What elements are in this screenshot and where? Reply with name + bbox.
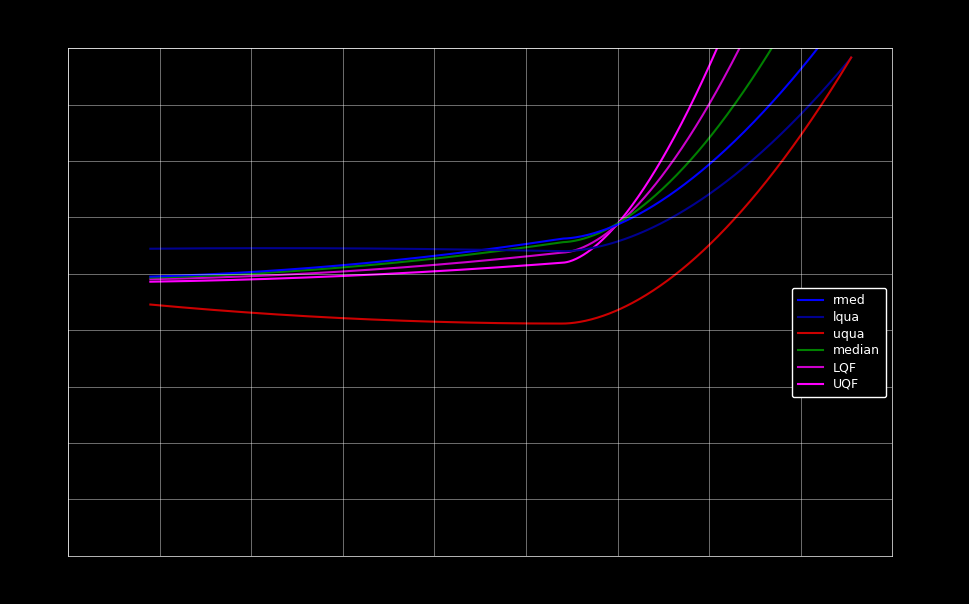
lqua	[268, 245, 280, 252]
median	[461, 251, 473, 259]
LQF	[557, 249, 569, 256]
LQF	[268, 272, 280, 279]
rmed	[845, 0, 857, 7]
rmed	[672, 185, 683, 193]
UQF	[461, 266, 473, 273]
UQF	[268, 275, 280, 282]
median	[672, 170, 683, 177]
median	[325, 265, 336, 272]
uqua	[672, 268, 684, 275]
Line: lqua: lqua	[150, 58, 851, 251]
uqua	[325, 314, 336, 321]
uqua	[613, 306, 625, 313]
UQF	[144, 278, 156, 285]
LQF	[611, 220, 623, 228]
uqua	[144, 301, 156, 308]
UQF	[672, 126, 683, 133]
uqua	[556, 320, 568, 327]
Line: rmed: rmed	[150, 4, 851, 277]
Legend: rmed, lqua, uqua, median, LQF, UQF: rmed, lqua, uqua, median, LQF, UQF	[791, 288, 886, 397]
Line: UQF: UQF	[150, 0, 851, 281]
lqua	[672, 210, 684, 217]
UQF	[557, 259, 569, 266]
rmed	[461, 248, 473, 255]
rmed	[611, 220, 623, 228]
UQF	[325, 273, 336, 280]
LQF	[461, 259, 473, 266]
uqua	[558, 320, 570, 327]
median	[144, 274, 156, 281]
rmed	[557, 235, 569, 242]
uqua	[461, 319, 473, 326]
LQF	[672, 150, 683, 157]
lqua	[325, 245, 336, 252]
median	[268, 269, 280, 276]
lqua	[558, 248, 570, 255]
Line: uqua: uqua	[150, 57, 851, 324]
lqua	[557, 248, 569, 255]
lqua	[613, 237, 625, 245]
lqua	[144, 245, 156, 252]
Line: median: median	[150, 0, 851, 278]
lqua	[845, 54, 857, 62]
lqua	[461, 246, 473, 253]
uqua	[268, 310, 280, 318]
Line: LQF: LQF	[150, 0, 851, 279]
LQF	[144, 275, 156, 283]
median	[611, 219, 623, 226]
uqua	[845, 54, 857, 61]
UQF	[611, 219, 623, 226]
median	[557, 239, 569, 246]
LQF	[325, 269, 336, 276]
rmed	[268, 267, 280, 274]
rmed	[325, 263, 336, 270]
rmed	[144, 273, 156, 280]
